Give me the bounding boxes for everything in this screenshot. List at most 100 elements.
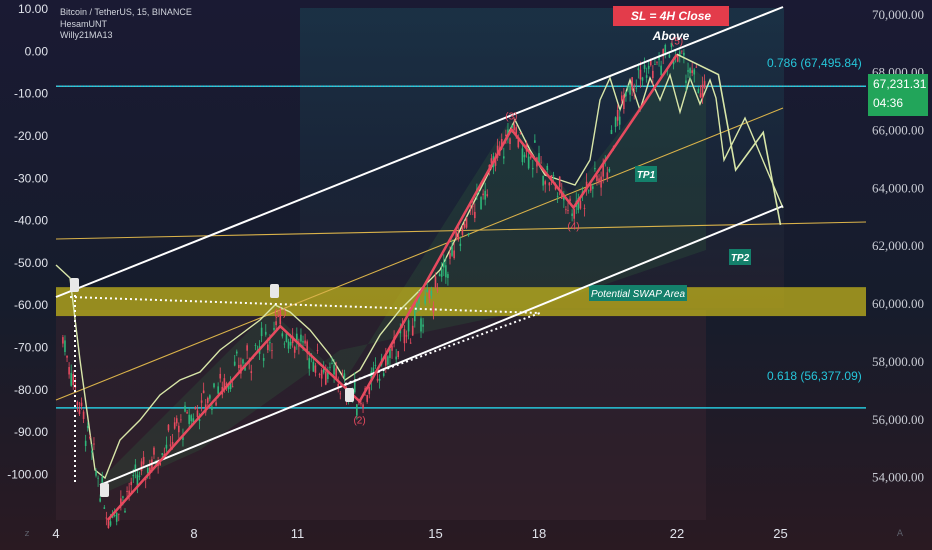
candle-body bbox=[689, 68, 691, 74]
x-axis-tick: 22 bbox=[670, 526, 684, 541]
candle-body bbox=[159, 462, 161, 466]
diagonal-orange-line bbox=[55, 107, 784, 401]
candle-body bbox=[93, 443, 95, 445]
candle-body bbox=[635, 87, 638, 89]
candle-body bbox=[316, 350, 319, 352]
candle-body bbox=[171, 441, 174, 445]
candle-body bbox=[639, 69, 642, 80]
candle-body bbox=[99, 498, 101, 502]
candle-body bbox=[701, 84, 704, 99]
tp1-badge bbox=[635, 166, 657, 182]
candle-body bbox=[418, 296, 420, 304]
candle-body bbox=[478, 191, 480, 193]
candle-body bbox=[320, 370, 323, 379]
candle-body bbox=[641, 77, 644, 81]
fib-618-label: 0.618 (56,377.09) bbox=[767, 369, 862, 383]
right-axis-tick: 58,000.00 bbox=[872, 354, 924, 369]
candle-body bbox=[113, 515, 116, 517]
candle-body bbox=[548, 182, 551, 186]
candle-body bbox=[463, 223, 466, 228]
right-price-axis[interactable]: 70,000.0068,000.0066,000.0064,000.0062,0… bbox=[872, 7, 924, 485]
candle-body bbox=[474, 211, 476, 219]
candle-body bbox=[627, 87, 629, 89]
candle-body bbox=[430, 290, 433, 296]
candle-body bbox=[414, 310, 416, 322]
candle-body bbox=[78, 410, 81, 414]
candle-body bbox=[484, 190, 486, 200]
candle-body bbox=[362, 404, 364, 409]
candle-body bbox=[120, 498, 122, 505]
candle-body bbox=[440, 269, 443, 277]
left-oscillator-axis[interactable]: 10.00 0.00 -10.00 -20.00 -30.00 -40.00 -50.00 -… bbox=[7, 2, 48, 481]
candle-body bbox=[122, 496, 124, 498]
candle-body bbox=[178, 425, 180, 433]
candle-body bbox=[331, 363, 333, 364]
candle-body bbox=[200, 400, 203, 403]
candle-body bbox=[64, 340, 66, 352]
candle-body bbox=[618, 116, 621, 125]
auto-scale-icon[interactable]: A bbox=[897, 529, 904, 539]
candle-body bbox=[608, 169, 611, 172]
candle-body bbox=[281, 333, 284, 337]
candle-body bbox=[633, 90, 636, 92]
candle-body bbox=[312, 361, 315, 372]
candle-body bbox=[569, 198, 571, 202]
right-axis-tick: 60,000.00 bbox=[872, 296, 924, 311]
candle-body bbox=[337, 384, 340, 388]
candle-body bbox=[134, 464, 137, 471]
candle-body bbox=[623, 95, 625, 109]
candle-body bbox=[167, 424, 170, 431]
candle-body bbox=[614, 117, 617, 127]
time-axis[interactable]: 4 8 11 15 18 22 25 bbox=[52, 526, 787, 541]
candle-body bbox=[676, 54, 679, 62]
candle-body bbox=[550, 175, 553, 178]
candle-body bbox=[136, 474, 139, 488]
candle-body bbox=[128, 490, 130, 495]
candle-body bbox=[207, 397, 209, 403]
candle-body bbox=[289, 342, 292, 346]
candle-body bbox=[219, 373, 222, 379]
candle-body bbox=[82, 411, 85, 420]
candle-body bbox=[577, 197, 580, 210]
candle-body bbox=[89, 437, 91, 439]
candle-body bbox=[658, 55, 660, 60]
candle-body bbox=[544, 181, 547, 185]
candle-body bbox=[318, 374, 321, 376]
candle-body bbox=[385, 353, 387, 366]
tp2-label: TP2 bbox=[731, 253, 750, 264]
candle-body bbox=[196, 410, 199, 418]
candle-body bbox=[387, 356, 389, 365]
swap-zone-band bbox=[56, 287, 866, 317]
candle-body bbox=[563, 195, 565, 201]
candle-body bbox=[293, 346, 296, 353]
candle-body bbox=[395, 356, 397, 360]
candle-body bbox=[329, 366, 331, 368]
candle-body bbox=[621, 95, 623, 101]
right-axis-tick: 54,000.00 bbox=[872, 470, 924, 485]
candle-body bbox=[505, 134, 507, 137]
candle-body bbox=[668, 54, 671, 58]
left-axis-tick: -70.00 bbox=[14, 341, 48, 355]
candle-body bbox=[678, 51, 681, 57]
candle-body bbox=[411, 325, 414, 336]
elliott-wave-path bbox=[106, 53, 679, 521]
zoom-icon[interactable]: z bbox=[25, 529, 30, 539]
candle-body bbox=[616, 109, 619, 121]
candle-body bbox=[296, 333, 298, 343]
candle-body bbox=[457, 234, 460, 240]
candle-body bbox=[571, 213, 573, 217]
indicator-hesam: HesamUNT bbox=[60, 18, 108, 29]
oscillator-line bbox=[55, 72, 784, 480]
candle-body bbox=[343, 373, 346, 378]
candle-body bbox=[459, 243, 462, 247]
candle-body bbox=[664, 45, 667, 54]
candle-body bbox=[503, 156, 505, 159]
upper-shading bbox=[300, 8, 784, 308]
candle-body bbox=[264, 331, 267, 335]
candle-body bbox=[445, 265, 447, 278]
wave-label: (5) bbox=[671, 36, 683, 47]
candle-body bbox=[105, 517, 108, 519]
candle-body bbox=[434, 276, 437, 288]
candle-body bbox=[68, 367, 70, 375]
